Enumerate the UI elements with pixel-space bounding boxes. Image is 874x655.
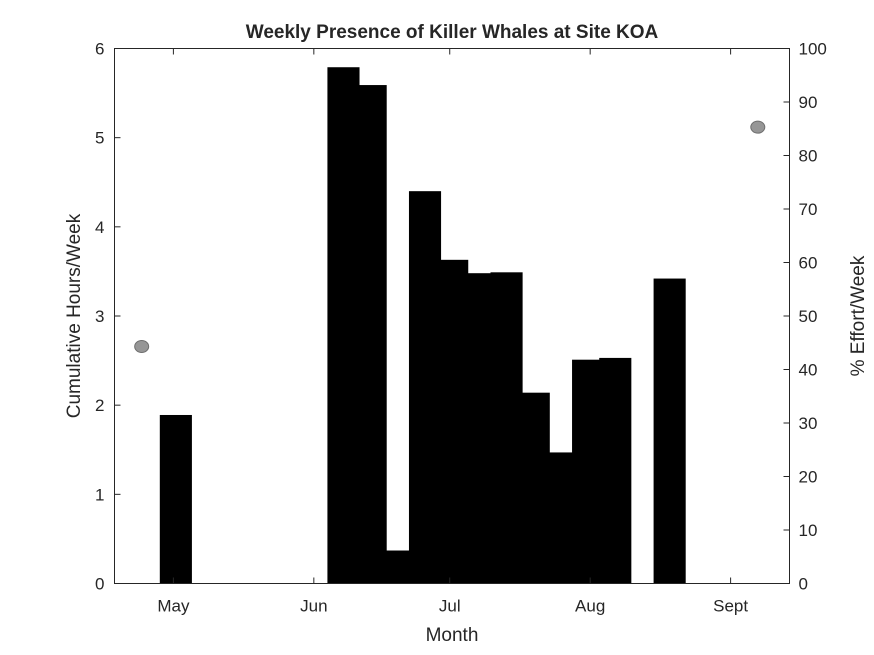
bars-layer <box>159 67 686 584</box>
y2-tick-label: 0 <box>799 575 808 594</box>
y2-tick-label: 100 <box>799 40 827 59</box>
bar-week-2 <box>327 67 360 584</box>
y-tick-label: 4 <box>95 218 104 237</box>
bar-week-8 <box>490 272 523 584</box>
y-tick-label: 5 <box>95 129 104 148</box>
y2-tick-label: 10 <box>799 521 818 540</box>
y2-tick-label: 70 <box>799 200 818 219</box>
bar-week-12 <box>599 357 632 584</box>
x-tick-label: Jun <box>300 597 327 616</box>
x-tick-label: Sept <box>713 597 748 616</box>
y2-tick-label: 60 <box>799 254 818 273</box>
bar-week-9 <box>517 392 550 584</box>
bar-week-11 <box>572 359 605 584</box>
y-tick-label: 0 <box>95 575 104 594</box>
y-axis-label: Cumulative Hours/Week <box>64 213 85 418</box>
bar-week-1 <box>159 414 192 584</box>
bar-week-5 <box>408 191 442 584</box>
bar-week-6 <box>436 259 469 584</box>
y-tick-label: 1 <box>95 485 104 504</box>
effort-point-2 <box>750 120 766 134</box>
bar-week-3 <box>354 85 387 584</box>
bar-week-10 <box>544 452 577 584</box>
bar-week-4 <box>381 550 414 584</box>
bar-week-7 <box>463 273 496 584</box>
y2-tick-label: 80 <box>799 147 818 166</box>
y2-tick-label: 90 <box>799 93 818 112</box>
y-tick-label: 2 <box>95 396 104 415</box>
chart-title: Weekly Presence of Killer Whales at Site… <box>246 22 659 43</box>
effort-point-1 <box>134 340 150 353</box>
x-tick-label: Jul <box>439 597 461 616</box>
x-axis-label: Month <box>426 625 479 646</box>
points-layer <box>134 120 766 353</box>
y2-axis-label: % Effort/Week <box>848 255 869 376</box>
y2-tick-label: 50 <box>799 307 818 326</box>
x-tick-label: May <box>157 597 190 616</box>
y2-tick-label: 30 <box>799 414 818 433</box>
y-tick-label: 6 <box>95 40 104 59</box>
left-axis-ticks: 0 1 2 3 4 5 6 <box>95 40 121 594</box>
bar-week-13 <box>653 278 686 584</box>
x-tick-label: Aug <box>575 597 605 616</box>
y2-tick-label: 40 <box>799 361 818 380</box>
y-tick-label: 3 <box>95 307 104 326</box>
x-axis-ticks: May Jun Jul Aug Sept <box>157 48 748 616</box>
right-axis-ticks: 0 10 20 30 40 50 60 70 80 90 100 <box>783 40 827 594</box>
y2-tick-label: 20 <box>799 468 818 487</box>
